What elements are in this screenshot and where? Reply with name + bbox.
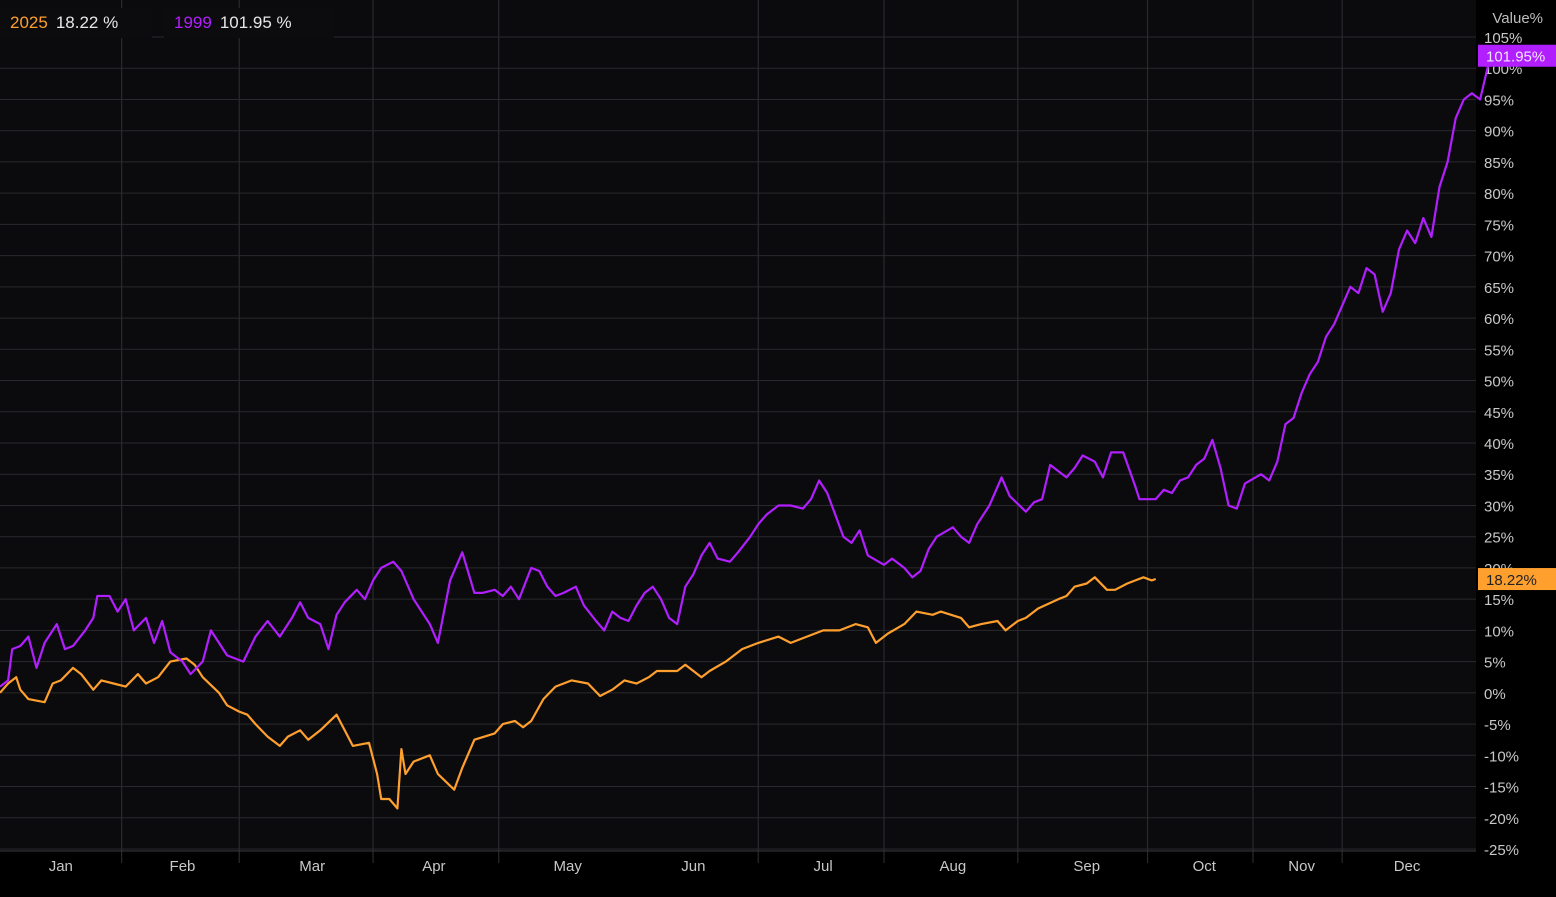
end-badge-2025: 18.22% (1478, 568, 1556, 591)
x-tick-label: May (554, 858, 583, 875)
y-tick-label: -10% (1484, 748, 1519, 765)
y-tick-label: 30% (1484, 498, 1514, 515)
x-tick-label: Jun (681, 858, 705, 875)
legend-series-name: 2025 (10, 13, 48, 32)
x-tick-label: Nov (1288, 858, 1315, 875)
x-tick-label: Dec (1394, 858, 1421, 875)
end-badge-bg (1478, 44, 1556, 67)
y-tick-label: -15% (1484, 780, 1519, 797)
y-tick-label: -25% (1484, 842, 1519, 859)
y-axis-label: Value% (1492, 10, 1543, 27)
grid (0, 0, 1476, 863)
y-tick-label: 60% (1484, 311, 1514, 328)
y-tick-label: 105% (1484, 30, 1522, 47)
series-line-2025 (0, 576, 1157, 810)
y-tick-label: 85% (1484, 155, 1514, 172)
y-tick-label: 5% (1484, 655, 1506, 672)
y-tick-label: 35% (1484, 467, 1514, 484)
y-tick-label: 95% (1484, 92, 1514, 109)
legend-item-2025: 2025 18.22 % (0, 8, 152, 38)
end-badge-label: 101.95% (1486, 49, 1545, 66)
series-line-1999 (0, 54, 1498, 688)
x-tick-label: Mar (299, 858, 325, 875)
end-badge-bg (1478, 568, 1556, 591)
legend-series-name: 1999 (174, 13, 212, 32)
y-tick-label: -5% (1484, 717, 1511, 734)
x-tick-label: Oct (1193, 858, 1217, 875)
y-tick-label: 80% (1484, 186, 1514, 203)
y-tick-label: -20% (1484, 811, 1519, 828)
x-tick-label: Jul (814, 858, 833, 875)
legend-series-value: 18.22 % (55, 13, 119, 32)
plot-area (0, 0, 1476, 851)
x-tick-label: Jan (49, 858, 73, 875)
y-tick-label: 50% (1484, 374, 1514, 391)
x-tick-label: Sep (1073, 858, 1100, 875)
x-axis-ticks: Jan Feb Mar Apr May Jun Jul Aug Sep Oct Nov Dec (49, 858, 1421, 875)
y-tick-label: 40% (1484, 436, 1514, 453)
end-badge-label: 18.22% (1486, 572, 1537, 589)
y-tick-label: 70% (1484, 249, 1514, 266)
end-badge-1999: 101.95% (1478, 44, 1556, 67)
y-tick-label: 0% (1484, 686, 1506, 703)
y-tick-label: 10% (1484, 623, 1514, 640)
y-tick-label: 15% (1484, 592, 1514, 609)
y-tick-label: 55% (1484, 342, 1514, 359)
x-tick-label: Feb (170, 858, 196, 875)
x-tick-label: Apr (422, 858, 445, 875)
legend-series-value: 101.95 % (219, 13, 292, 32)
legend-item-1999: 1999 101.95 % (164, 8, 334, 38)
y-axis-ticks: -25%-20%-15%-10%-5%0%5%10%15%20%25%30%35… (1484, 30, 1522, 859)
y-tick-label: 45% (1484, 405, 1514, 422)
y-tick-label: 25% (1484, 530, 1514, 547)
series-lines (0, 54, 1498, 810)
y-tick-label: 65% (1484, 280, 1514, 297)
x-tick-label: Aug (940, 858, 967, 875)
y-tick-label: 90% (1484, 124, 1514, 141)
end-value-badges: 18.22% 101.95% (1478, 44, 1556, 591)
y-tick-label: 75% (1484, 217, 1514, 234)
